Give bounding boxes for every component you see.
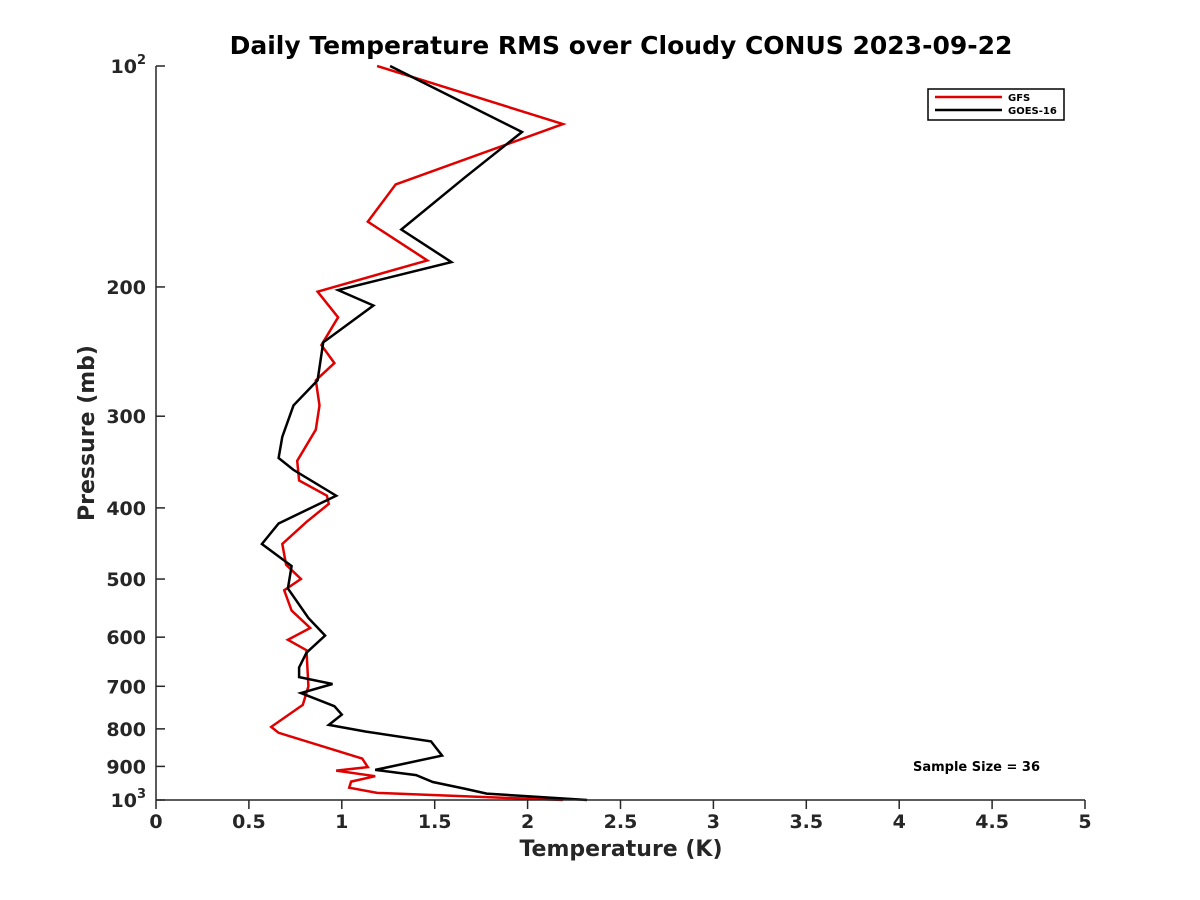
x-tick-label: 1 <box>335 811 348 833</box>
series-layer <box>260 64 588 802</box>
legend-label-goes-16: GOES-16 <box>1008 106 1057 117</box>
legend-label-gfs: GFS <box>1008 93 1030 104</box>
x-axis-ticks: 0 0.5 1 1.5 2 2.5 3 3.5 4 4.5 5 <box>149 800 1092 833</box>
y-tick-label: 103 <box>111 787 147 812</box>
chart-title: Daily Temperature RMS over Cloudy CONUS … <box>230 31 1013 60</box>
y-tick-label: 400 <box>106 498 146 520</box>
x-tick-label: 3.5 <box>789 811 823 833</box>
x-tick-label: 4 <box>893 811 906 833</box>
y-axis-label: Pressure (mb) <box>75 345 100 521</box>
y-tick-label: 900 <box>106 756 146 778</box>
series-line-goes-16 <box>260 64 588 802</box>
x-tick-label: 3 <box>707 811 720 833</box>
x-tick-label: 0 <box>149 811 162 833</box>
y-tick-label: 800 <box>106 719 146 741</box>
x-tick-label: 0.5 <box>232 811 266 833</box>
legend: GFS GOES-16 <box>927 88 1065 121</box>
sample-size-annotation: Sample Size = 36 <box>913 760 1040 775</box>
y-tick-label: 600 <box>106 627 146 649</box>
x-tick-label: 4.5 <box>975 811 1009 833</box>
y-tick-exponent: 2 <box>137 53 146 68</box>
series-line-gfs <box>269 64 567 802</box>
y-tick-label: 300 <box>106 406 146 428</box>
y-tick-label: 500 <box>106 569 146 591</box>
legend-box <box>927 88 1065 121</box>
x-tick-label: 1.5 <box>418 811 452 833</box>
x-tick-label: 2 <box>521 811 534 833</box>
y-tick-label: 200 <box>106 277 146 299</box>
x-tick-label: 5 <box>1078 811 1091 833</box>
x-tick-label: 2.5 <box>604 811 638 833</box>
x-axis-label: Temperature (K) <box>519 837 722 862</box>
y-tick-exponent: 3 <box>137 787 146 802</box>
y-tick-label: 700 <box>106 676 146 698</box>
